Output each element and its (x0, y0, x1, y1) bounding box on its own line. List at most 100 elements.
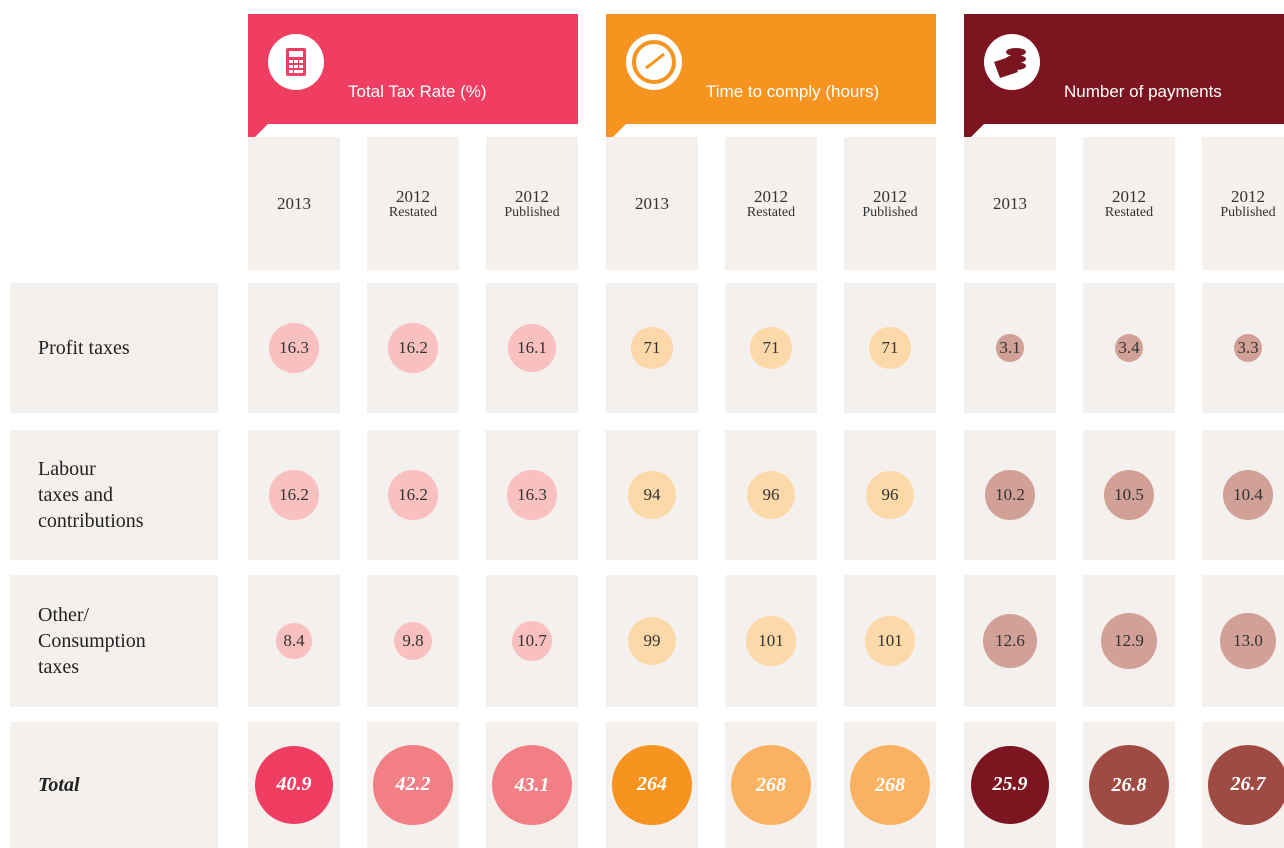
row-label-line: contributions (38, 510, 144, 532)
group-band: Time to comply (hours) (606, 14, 936, 124)
bubble-value: 16.1 (517, 337, 547, 357)
bubble-value: 9.8 (402, 630, 424, 650)
bubble-value: 13.0 (1233, 630, 1263, 650)
bubble-value: 10.5 (1114, 484, 1144, 504)
bubble: 99 (627, 616, 677, 666)
column-year: 2013 (635, 194, 669, 213)
row-label-line: Labour (38, 458, 96, 480)
column-year: 2012 (515, 186, 549, 206)
bubble: 3.1 (996, 334, 1024, 362)
bubble: 26.8 (1089, 745, 1169, 825)
row-label-line: taxes and (38, 484, 113, 506)
bubble: 8.4 (276, 623, 312, 659)
bubble: 16.3 (507, 470, 557, 520)
bubble-value: 268 (875, 773, 905, 796)
bubble: 25.9 (970, 745, 1050, 825)
group-title: Number of payments (1064, 82, 1222, 101)
column-year: 2013 (277, 194, 311, 213)
bubble: 71 (869, 327, 911, 369)
bubble: 268 (850, 745, 930, 825)
bubble: 16.2 (388, 323, 438, 373)
bubble-value: 71 (643, 337, 661, 357)
bubble: 16.2 (388, 470, 438, 520)
bubble-value: 16.3 (517, 484, 547, 504)
group-band: Number of payments (964, 14, 1284, 124)
bubble: 10.5 (1103, 469, 1155, 521)
bubble-value: 42.2 (395, 773, 431, 796)
bubble: 10.7 (512, 621, 552, 661)
bubble-value: 101 (758, 630, 784, 650)
bubble-value: 26.7 (1230, 773, 1266, 796)
bubble-value: 3.4 (1118, 337, 1140, 357)
bubble-value: 99 (643, 630, 661, 650)
column-year: 2012 (754, 186, 788, 206)
bubble: 12.9 (1101, 613, 1157, 669)
bubble: 16.1 (507, 323, 557, 373)
group-title: Time to comply (hours) (706, 82, 880, 101)
column-header: 2012 Published (844, 137, 936, 270)
bubble-value: 3.3 (1237, 337, 1259, 357)
bubble-value: 26.8 (1111, 773, 1147, 796)
bubble: 264 (612, 745, 692, 825)
bubble: 71 (631, 327, 673, 369)
bubble: 101 (746, 616, 796, 666)
bubble-value: 10.7 (517, 630, 547, 650)
column-header: 2012 Restated (725, 137, 817, 270)
bubble-value: 10.2 (995, 484, 1025, 504)
bubble-value: 268 (756, 773, 786, 796)
bubble: 16.2 (269, 470, 319, 520)
column-header: 2013 (964, 137, 1056, 270)
row-label: Profit taxes (10, 283, 218, 413)
column-note: Published (1220, 204, 1276, 220)
row-label: Other/Consumption taxes (10, 575, 218, 707)
column-header: 2013 (606, 137, 698, 270)
bubble-value: 16.2 (279, 484, 309, 504)
bubble-value: 16.2 (398, 484, 428, 504)
column-header: 2012 Published (1202, 137, 1284, 270)
group-title: Total Tax Rate (%) (348, 82, 487, 101)
bubble-value: 16.2 (398, 337, 428, 357)
bubble-value: 16.3 (279, 337, 309, 357)
bubble-value: 71 (881, 337, 899, 357)
bubble-value: 101 (877, 630, 903, 650)
column-note: Restated (746, 204, 796, 220)
bubble: 94 (628, 471, 676, 519)
bubble: 3.3 (1233, 333, 1263, 363)
bubble-value: 12.6 (995, 630, 1025, 650)
bubble: 96 (747, 471, 795, 519)
column-header: 2013 (248, 137, 340, 270)
column-note: Restated (1104, 204, 1154, 220)
bubble: 13.0 (1220, 613, 1276, 669)
row-label-line: Consumption (38, 630, 146, 652)
column-header: 2012 Restated (1083, 137, 1175, 270)
bubble-value: 96 (762, 484, 780, 504)
row-label-line: taxes (38, 656, 80, 678)
bubble-value: 71 (762, 337, 780, 357)
row-label: Total (10, 722, 218, 848)
bubble: 96 (866, 471, 914, 519)
row-label-line: Total (38, 774, 80, 796)
bubble-value: 25.9 (992, 773, 1028, 796)
bubble: 16.3 (269, 323, 319, 373)
group-icon (626, 34, 682, 90)
bubble: 12.6 (982, 613, 1038, 669)
bubble: 26.7 (1208, 745, 1284, 825)
column-header: 2012 Restated (367, 137, 459, 270)
bubble: 10.2 (985, 470, 1035, 520)
column-year: 2012 (1231, 186, 1265, 206)
row-label-line: Other/ (38, 604, 90, 626)
column-year: 2012 (1112, 186, 1146, 206)
column-note: Restated (388, 204, 438, 220)
column-header: 2012 Published (486, 137, 578, 270)
bubble-value: 3.1 (999, 337, 1021, 357)
bubble: 42.2 (373, 745, 453, 825)
bubble-value: 8.4 (283, 630, 305, 650)
bubble: 10.4 (1223, 470, 1273, 520)
bubble: 268 (731, 745, 811, 825)
row-label: Labour taxes and contributions (10, 430, 218, 560)
group-icon (984, 34, 1040, 90)
column-year: 2012 (873, 186, 907, 206)
bubble: 40.9 (255, 746, 333, 824)
column-year: 2013 (993, 194, 1027, 213)
